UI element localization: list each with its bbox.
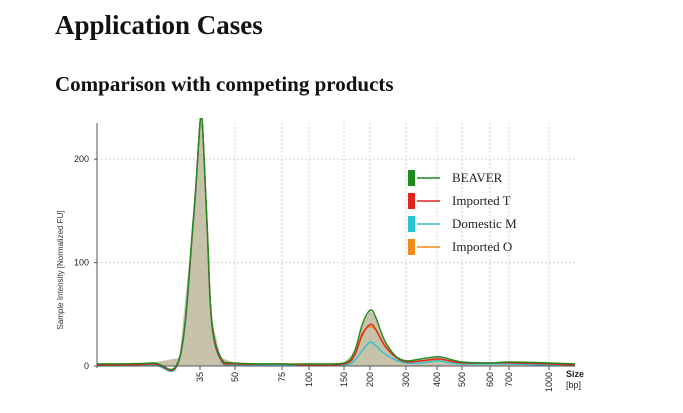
legend-swatch-imported-t [408, 193, 415, 209]
legend-swatch-beaver [408, 170, 415, 186]
legend-swatch-imported-o [408, 239, 415, 255]
series-line-beaver [96, 118, 576, 371]
chart-fills [97, 123, 575, 366]
y-axis-label: Sample Intensity [Normalized FU] [56, 210, 65, 329]
y-tick-label: 100 [74, 258, 89, 268]
x-tick-labels: 35 50 75 100 150 200 300 400 500 600 700 1000 [195, 366, 554, 392]
x-tick-label: 35 [195, 372, 205, 382]
chart-axes [96, 123, 575, 368]
page-title: Application Cases [55, 10, 263, 40]
x-tick-label: 100 [304, 372, 314, 387]
legend-label-imported-o: Imported O [452, 239, 512, 254]
x-axis-label-unit: [bp] [566, 380, 581, 390]
x-tick-label: 50 [230, 372, 240, 382]
chart-series-lines [96, 118, 576, 373]
x-axis-label-size: Size [566, 369, 584, 379]
x-tick-label: 150 [339, 372, 349, 387]
x-tick-label: 700 [504, 372, 514, 387]
x-tick-label: 400 [432, 372, 442, 387]
x-tick-label: 200 [365, 372, 375, 387]
x-tick-label: 1000 [544, 372, 554, 392]
chart-grid [97, 123, 575, 367]
x-tick-label: 75 [277, 372, 287, 382]
legend-label-domestic-m: Domestic M [452, 216, 517, 231]
electropherogram-chart: 0 100 200 35 50 75 100 150 200 300 400 500 600 700 10… [56, 118, 584, 392]
legend-swatch-domestic-m [408, 216, 415, 232]
y-tick-label: 200 [74, 154, 89, 164]
x-tick-label: 300 [401, 372, 411, 387]
y-tick-label: 0 [84, 361, 89, 371]
y-tick-labels: 0 100 200 [74, 154, 97, 371]
x-tick-label: 600 [485, 372, 495, 387]
legend-label-imported-t: Imported T [452, 193, 511, 208]
legend-label-beaver: BEAVER [452, 170, 503, 185]
chart-legend: BEAVER Imported T Domestic M Imported O [408, 170, 517, 255]
page-subtitle: Comparison with competing products [55, 72, 394, 96]
x-tick-label: 500 [457, 372, 467, 387]
peak-fill-area [97, 123, 575, 366]
